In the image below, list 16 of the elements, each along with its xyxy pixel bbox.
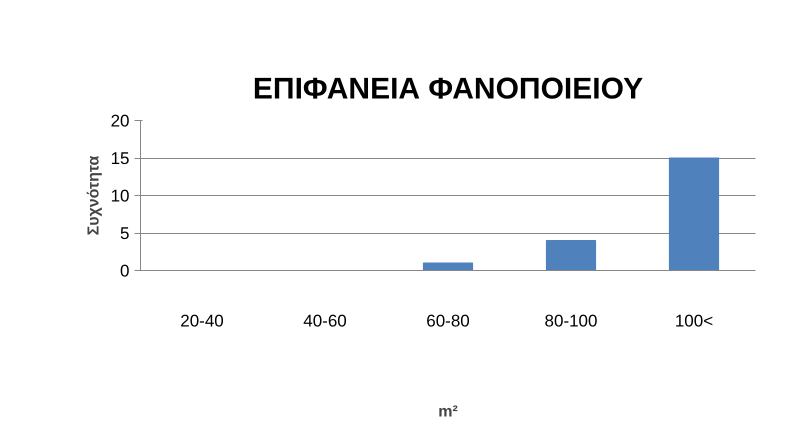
x-tick-label: 20-40: [180, 312, 224, 330]
x-tick-label: 80-100: [544, 312, 598, 330]
y-tick-label: 20: [110, 112, 130, 130]
bar: [422, 262, 474, 270]
y-tick-label: 10: [110, 186, 130, 206]
x-tick-label: 100<: [674, 312, 714, 330]
y-axis-title: Συχνότητα: [86, 155, 103, 236]
bar: [668, 158, 720, 270]
y-tick-label: 15: [110, 149, 130, 168]
chart-title: ΕΠΙΦΑΝΕΙΑ ΦΑΝΟΠΟΙΕΙΟΥ: [252, 72, 644, 106]
x-tick-label: 60-80: [426, 312, 470, 330]
y-tick-label: 0: [120, 262, 130, 280]
x-tick-label: 40-60: [303, 312, 347, 330]
bar: [546, 240, 596, 270]
y-tick-label: 5: [120, 224, 130, 243]
x-axis-title: m²: [438, 404, 458, 420]
